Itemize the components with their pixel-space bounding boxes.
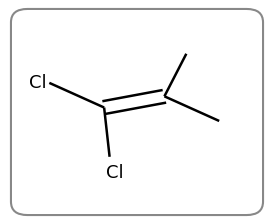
Text: Cl: Cl <box>106 164 124 181</box>
Text: Cl: Cl <box>29 74 47 92</box>
